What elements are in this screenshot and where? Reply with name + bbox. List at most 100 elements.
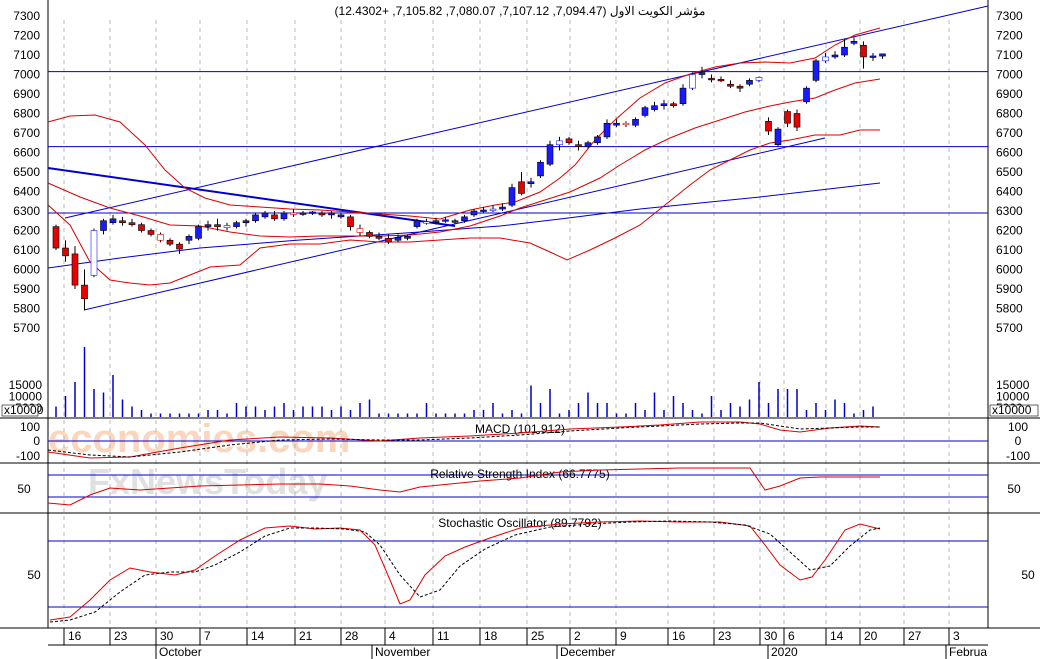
candle-58 [603,119,611,139]
candle-44 [470,209,478,217]
x-day-label-8: 11 [437,629,450,643]
macd-tick-right-1: 0 [1015,434,1022,448]
price-tick-left-9: 6400 [13,185,40,199]
x-day-label-11: 2 [574,629,581,643]
price-tick-right-7: 6600 [996,146,1023,160]
candle-78 [793,109,801,132]
x-day-label-3: 7 [204,629,211,643]
candle-46 [489,205,497,212]
stoch-d-line [49,520,881,623]
candle-17 [214,218,221,231]
x-day-label-18: 20 [864,629,878,643]
candle-65 [670,101,677,108]
candle-77 [784,109,791,128]
candle-4 [90,228,98,278]
candle-9 [138,222,145,233]
x-month-label-3: 2020 [771,645,798,659]
candle-49 [518,172,525,196]
candle-12 [166,238,174,247]
candle-53 [556,136,563,151]
candle-87 [879,53,886,59]
rsi-axis-left-50: 50 [17,482,31,496]
candle-80 [812,58,820,83]
candle-86 [869,53,877,61]
candle-64 [660,99,668,110]
macd-tick-left-2: -100 [16,449,40,463]
candle-68 [698,66,706,79]
price-tick-right-10: 6300 [996,204,1023,218]
candle-33 [366,230,373,239]
price-tick-right-2: 7100 [996,48,1023,62]
candle-60 [622,121,630,128]
macd-line [47,421,881,459]
stoch-axis-left-50: 50 [27,568,41,582]
candle-31 [347,214,354,231]
x-day-label-20: 3 [953,629,960,643]
candle-57 [594,134,601,145]
candle-8 [128,218,136,227]
price-tick-left-5: 6800 [13,107,40,121]
candle-22 [261,211,269,219]
price-axis-left: 7300 7200 7100 7000 6900 6800 6700 6600 6500 6400… [13,9,40,335]
volume-unit-box-right [989,404,1039,417]
x-day-label-6: 28 [345,629,359,643]
candle-55 [575,140,582,151]
candle-32 [356,224,364,237]
candle-85 [860,41,867,69]
price-tick-left-3: 7000 [13,68,40,82]
volume-tick-left-0: 15000 [9,378,43,392]
macd-tick-right-2: -100 [1006,449,1030,463]
candle-52 [546,140,554,167]
x-day-label-12: 9 [620,629,627,643]
candle-19 [233,220,240,229]
candle-41 [442,216,449,223]
watermark: economies.com FxNewsToday [48,417,350,502]
x-day-label-0: 16 [68,629,82,643]
candle-62 [641,105,649,118]
candle-59 [613,119,620,128]
price-tick-right-13: 6000 [996,263,1023,277]
volume-unit-right: x10000 [992,403,1032,417]
price-tick-right-0: 7300 [996,9,1023,23]
rsi-label: Relative Strength Index (66.7775) [430,467,609,481]
candle-47 [499,203,506,211]
candle-66 [679,84,687,106]
x-day-label-19: 27 [908,629,922,643]
candlestick-series [52,37,886,311]
candle-84 [850,37,858,46]
candle-15 [195,224,202,241]
candle-27 [309,211,316,215]
candle-5 [100,218,107,235]
price-tick-right-6: 6700 [996,126,1023,140]
chart-title: مؤشر الكويت الاول (7,094.47, 7,107.12, 7… [335,4,706,18]
candle-0 [52,224,60,250]
price-tick-left-7: 6600 [13,146,40,160]
price-tick-right-14: 5900 [996,282,1023,296]
candle-29 [328,211,335,219]
price-tick-right-11: 6200 [996,224,1023,238]
price-tick-left-10: 6300 [13,204,40,218]
candle-13 [176,242,183,254]
candle-26 [299,211,307,216]
price-tick-left-12: 6100 [13,243,40,257]
macd-tick-right-0: 100 [1008,420,1028,434]
watermark-fxnewstoday: FxNewsToday [88,461,327,502]
price-tick-left-6: 6700 [13,126,40,140]
price-tick-left-8: 6500 [13,165,40,179]
candle-72 [736,84,744,93]
price-tick-left-15: 5800 [13,302,40,316]
candle-24 [280,211,288,221]
bollinger-bands [47,27,881,286]
downtrend-line [47,167,456,227]
lower-channel-line [83,137,826,311]
price-tick-right-3: 7000 [996,68,1023,82]
price-tick-left-16: 5700 [13,321,40,335]
candle-37 [404,234,411,241]
rsi-axis-right-50: 50 [1007,482,1021,496]
trend-lines [47,5,989,311]
candle-70 [717,76,725,83]
macd-axis: 100 1000 0-100 -100 [16,420,1030,463]
volume-unit-left: x10000 [4,403,44,417]
